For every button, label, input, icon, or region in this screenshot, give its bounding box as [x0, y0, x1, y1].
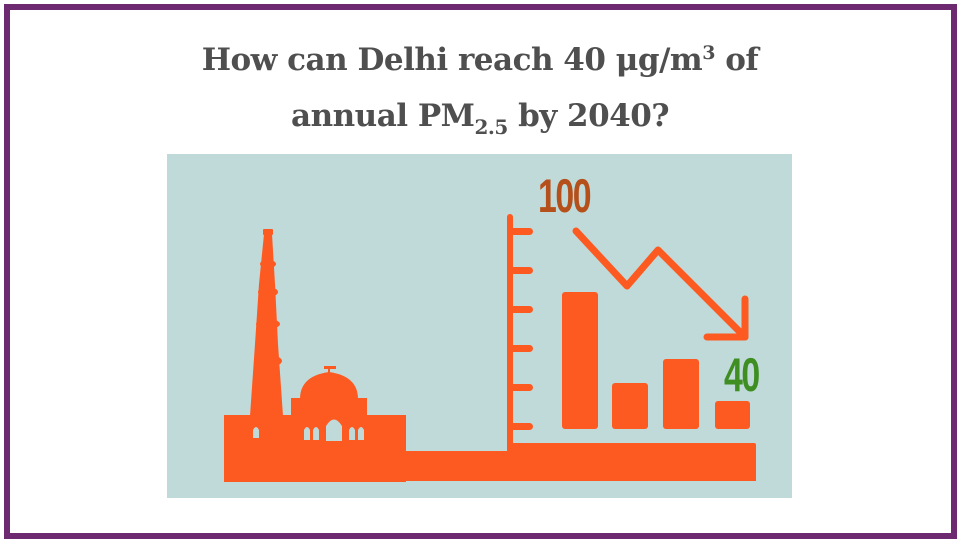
- slide-title: How can Delhi reach 40 μg/m3 of annual P…: [100, 34, 860, 145]
- bar-1: [562, 292, 598, 429]
- bar-4: [715, 401, 750, 429]
- title-line-2: annual PM2.5 by 2040?: [291, 98, 670, 139]
- illustration-panel: 100 40: [167, 154, 792, 498]
- mosque-icon: [291, 366, 367, 418]
- bar-3: [663, 359, 699, 429]
- qutub-minar-icon: [250, 229, 283, 416]
- chart-axis: [507, 214, 533, 454]
- bar-2: [612, 383, 648, 429]
- start-value-label: 100: [538, 169, 592, 222]
- title-line-1: How can Delhi reach 40 μg/m3 of: [201, 42, 759, 78]
- arches: [253, 419, 364, 441]
- bar-chart-icon: [562, 292, 750, 429]
- illustration-svg: [224, 214, 756, 482]
- target-value-label: 40: [724, 348, 760, 401]
- down-trend-arrow-icon: [572, 227, 749, 341]
- slide-border: [4, 4, 957, 539]
